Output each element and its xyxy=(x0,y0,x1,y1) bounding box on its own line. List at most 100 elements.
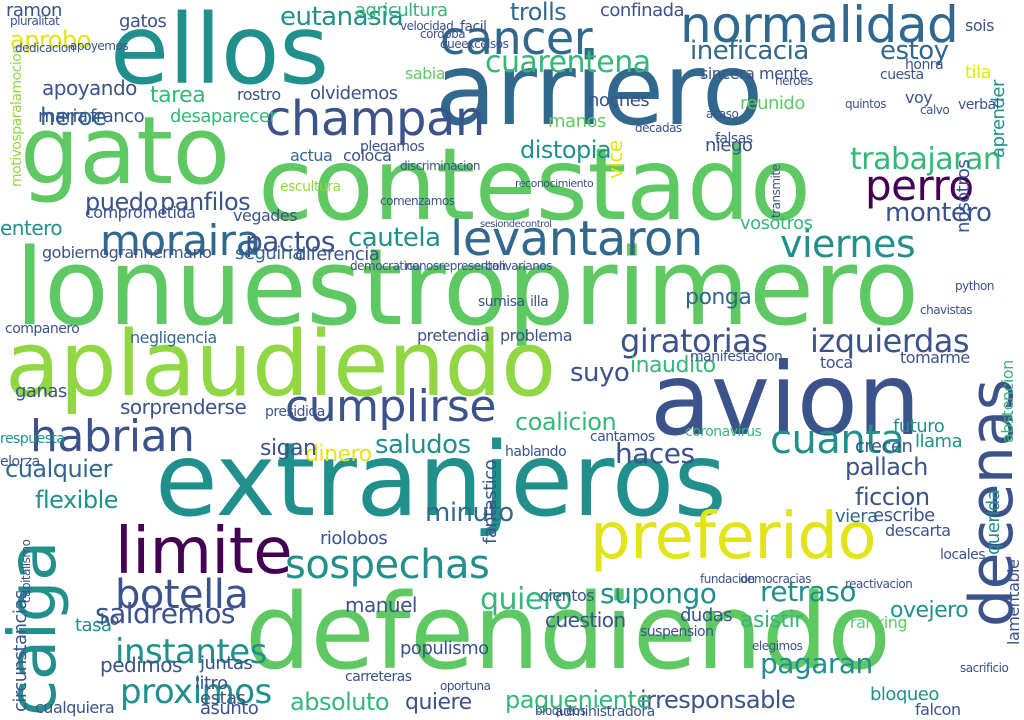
word: apoyando xyxy=(42,76,137,100)
word: fundacion xyxy=(700,572,755,586)
word: apoyemos xyxy=(70,39,129,53)
word: aprender xyxy=(988,80,1009,158)
word: seguiria xyxy=(235,243,303,264)
word: manifestacion xyxy=(690,349,783,365)
word: populismo xyxy=(400,638,489,659)
word: minuto xyxy=(425,498,514,528)
word: python xyxy=(955,279,994,293)
word: calvo xyxy=(920,103,950,117)
word: panfilos xyxy=(160,188,251,216)
word: descarta xyxy=(885,521,951,540)
word: viernes xyxy=(780,222,916,266)
word: supongo xyxy=(600,577,717,610)
word: democracias xyxy=(740,572,811,586)
word: flexible xyxy=(35,486,119,514)
word: vice xyxy=(603,140,627,179)
word: cordoba xyxy=(420,27,466,41)
word: montero xyxy=(885,198,992,228)
word: pluralitat xyxy=(10,14,60,28)
word: locales xyxy=(940,547,986,563)
word: aprobo xyxy=(10,26,91,54)
word: carreteras xyxy=(345,669,412,685)
word: abstencion xyxy=(998,360,1017,443)
word: discriminacion xyxy=(400,159,480,173)
word: elorza xyxy=(0,454,40,470)
word: capitalismo xyxy=(19,539,33,603)
word: cuanta xyxy=(770,417,905,463)
word: inaudito xyxy=(630,353,716,378)
word: sois xyxy=(965,16,994,35)
word: litro xyxy=(195,673,228,694)
word: trabajaran xyxy=(850,142,1002,177)
word: actua xyxy=(290,146,333,165)
word: sesiondecontrol xyxy=(480,219,552,230)
word: elegimos xyxy=(752,639,803,653)
word: cautela xyxy=(348,223,441,253)
word: gato xyxy=(20,97,230,206)
word: administradora xyxy=(555,704,655,720)
word: cumplirse xyxy=(285,381,496,432)
word: pagueniente xyxy=(505,686,651,714)
word: vegades xyxy=(233,206,298,225)
word: niego xyxy=(705,135,753,156)
word: oportuna xyxy=(440,679,491,693)
word: queexcelsos xyxy=(440,37,509,51)
word: tarea xyxy=(150,83,206,108)
word: dudas xyxy=(680,605,733,626)
word: arriero xyxy=(435,31,763,148)
word: desaparecer xyxy=(170,106,277,127)
word: plegamos xyxy=(360,139,425,155)
word: estas xyxy=(200,688,246,709)
word: quiere xyxy=(405,690,472,715)
word: saldremos xyxy=(95,597,235,630)
word: decadas xyxy=(635,121,682,135)
word: limite xyxy=(115,515,293,589)
word: estoy xyxy=(880,36,949,66)
word: crecen xyxy=(855,436,913,457)
word: ganas xyxy=(15,381,67,402)
word: reunido xyxy=(740,93,805,114)
word: pallach xyxy=(845,453,928,481)
word: verbal xyxy=(958,97,1000,113)
word: franco xyxy=(90,106,145,127)
word: champan xyxy=(265,91,485,147)
word: pretendia xyxy=(417,326,490,345)
word: motivosparalamocion xyxy=(9,45,25,187)
word: falcon xyxy=(915,700,961,719)
word: maria xyxy=(38,106,88,127)
word: instantes xyxy=(115,632,267,672)
word: tasa xyxy=(75,615,112,636)
word: comenzamos xyxy=(380,194,455,208)
word: bolivarianos xyxy=(485,259,552,273)
word: escribe xyxy=(873,505,935,526)
word: noches xyxy=(588,90,650,111)
word: diferencia xyxy=(295,244,380,265)
word: llama xyxy=(915,431,963,452)
word: asunto xyxy=(200,698,259,719)
word: tomarme xyxy=(900,348,970,367)
word: normalidad xyxy=(680,0,959,54)
word: lonuestroprimero xyxy=(15,226,919,349)
word: agricultura xyxy=(355,0,448,21)
word: sincera mente xyxy=(700,64,809,83)
word: transmite xyxy=(769,164,783,218)
word: viera xyxy=(835,506,878,527)
word: dinero xyxy=(305,442,372,467)
word: coronavirus xyxy=(685,424,762,440)
word: confinada xyxy=(600,0,685,21)
word: illa xyxy=(530,294,549,310)
word: defendiendo xyxy=(245,571,891,693)
word: heroes xyxy=(775,74,813,88)
word: retraso xyxy=(760,575,857,608)
word: voy xyxy=(905,88,933,107)
word: cualquier xyxy=(5,455,113,483)
word: contestado xyxy=(258,126,811,243)
word: futuro xyxy=(893,416,945,437)
word: avion xyxy=(650,341,921,458)
word: ho xyxy=(100,610,119,629)
word: nosotros xyxy=(953,159,974,233)
word: escultura xyxy=(280,179,341,195)
word: reactivacion xyxy=(845,577,913,591)
word: olvidemos xyxy=(310,83,398,104)
